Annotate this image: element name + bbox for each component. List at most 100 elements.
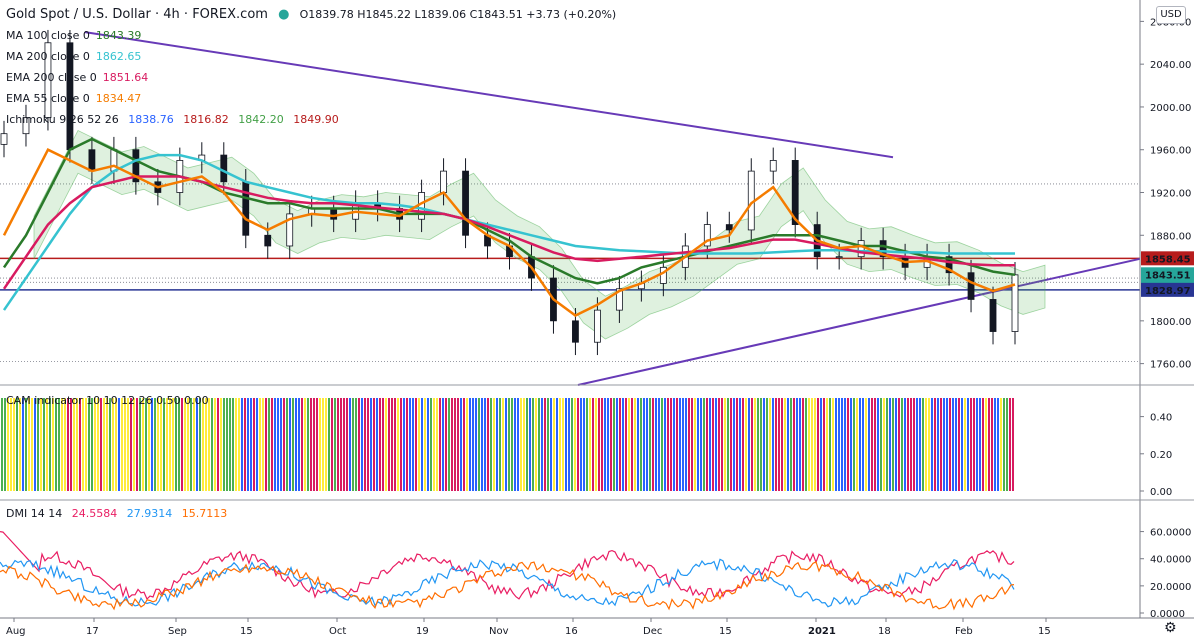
cam-bar	[961, 398, 963, 491]
dmi-pane[interactable]	[0, 531, 1015, 611]
cam-bar	[904, 398, 906, 491]
cam-bar	[502, 398, 504, 491]
legend-value: 1842.20	[238, 113, 284, 126]
cam-bar	[883, 398, 885, 491]
cam-bar	[640, 398, 642, 491]
cam-bar	[850, 398, 852, 491]
cam-bar	[316, 398, 318, 491]
cam-bar	[373, 398, 375, 491]
cam-bar	[463, 398, 465, 491]
cam-bar	[976, 398, 978, 491]
cam-bar	[694, 398, 696, 491]
cam-bar	[856, 398, 858, 491]
cam-bar	[523, 398, 525, 491]
cam-indicator-pane[interactable]	[1, 398, 1014, 491]
cam-bar	[595, 398, 597, 491]
cam-bar	[352, 398, 354, 491]
cam-legend[interactable]: CAM indicator 10 10 12 26 0.50 0.00	[6, 394, 215, 408]
cam-bar	[553, 398, 555, 491]
cam-bar	[151, 398, 153, 491]
time-tick-label: 17	[86, 626, 99, 637]
cam-bar	[325, 398, 327, 491]
legend-label: EMA 55 close 0	[6, 92, 90, 105]
candle-body	[1011, 274, 1019, 332]
cam-bar	[751, 398, 753, 491]
cam-bar	[175, 398, 177, 491]
cam-bar	[967, 398, 969, 491]
legend-row-0[interactable]: MA 100 close 0 1843.39	[6, 29, 147, 43]
cam-bar	[937, 398, 939, 491]
legend-row-1[interactable]: MA 200 close 0 1862.65	[6, 50, 147, 64]
cam-bar	[730, 398, 732, 491]
cam-bar	[433, 398, 435, 491]
cam-bar	[808, 398, 810, 491]
legend-row-2[interactable]: EMA 200 close 0 1851.64	[6, 71, 154, 85]
legend-row-ichimoku[interactable]: Ichimoku 9 26 52 26 1838.76 1816.82 1842…	[6, 113, 345, 127]
cam-bar	[355, 398, 357, 491]
candle-body	[242, 181, 250, 236]
candle-body	[264, 234, 272, 247]
cam-bar	[301, 398, 303, 491]
cam-bar	[16, 398, 18, 491]
ichimoku-cloud	[33, 129, 1046, 340]
cam-bar	[634, 398, 636, 491]
cam-bar	[1, 398, 3, 491]
cam-bar	[4, 398, 6, 491]
cam-bar	[196, 398, 198, 491]
cam-bar	[940, 398, 942, 491]
cam-bar	[277, 398, 279, 491]
cam-bar	[163, 398, 165, 491]
chart-header: Gold Spot / U.S. Dollar · 4h · FOREX.com…	[6, 8, 622, 22]
legend-label: Ichimoku 9 26 52 26	[6, 113, 119, 126]
legend-label: DMI 14 14	[6, 507, 63, 520]
cam-bar	[250, 398, 252, 491]
cam-bar	[55, 398, 57, 491]
cam-bar	[655, 398, 657, 491]
dmi-tick-label: 0.0000	[1150, 609, 1185, 620]
cam-bar	[991, 398, 993, 491]
cam-bar	[118, 398, 120, 491]
downtrend-line	[84, 31, 894, 159]
candle-body	[594, 309, 601, 343]
cam-bar	[139, 398, 141, 491]
cam-bar	[394, 398, 396, 491]
cam-bar	[511, 398, 513, 491]
cam-bar	[472, 398, 474, 491]
cam-bar	[871, 398, 873, 491]
legend-row-3[interactable]: EMA 55 close 0 1834.47	[6, 92, 147, 106]
candle-body	[88, 149, 96, 172]
cam-bar	[925, 398, 927, 491]
status-dot-icon: ●	[278, 7, 290, 22]
cam-bar	[76, 398, 78, 491]
dmi-legend[interactable]: DMI 14 14 24.5584 27.9314 15.7113	[6, 507, 233, 521]
cam-bar	[28, 398, 30, 491]
cam-bar	[397, 398, 399, 491]
cam-bar	[241, 398, 243, 491]
cam-bar	[40, 398, 42, 491]
cam-bar	[733, 398, 735, 491]
cam-bar	[868, 398, 870, 491]
legend-value: 1862.65	[95, 50, 142, 63]
cam-bar	[547, 398, 549, 491]
gear-icon[interactable]: ⚙	[1164, 620, 1177, 636]
cam-bar	[793, 398, 795, 491]
cam-bar	[610, 398, 612, 491]
cam-tick-label: 0.20	[1150, 450, 1172, 461]
cam-tick-label: 0.40	[1150, 413, 1172, 424]
dmi-tick-label: 40.0000	[1150, 555, 1191, 566]
cam-bar	[964, 398, 966, 491]
legend-value: 1849.90	[293, 113, 339, 126]
cam-bar	[682, 398, 684, 491]
cam-bar	[148, 398, 150, 491]
cam-bar	[304, 398, 306, 491]
legend-label: EMA 200 close 0	[6, 71, 97, 84]
cam-bar	[781, 398, 783, 491]
cam-bar	[628, 398, 630, 491]
price-pane[interactable]	[0, 29, 1141, 386]
cam-bar	[724, 398, 726, 491]
cam-bar	[460, 398, 462, 491]
cam-bar	[406, 398, 408, 491]
cam-bar	[757, 398, 759, 491]
currency-button[interactable]: USD	[1156, 6, 1186, 24]
